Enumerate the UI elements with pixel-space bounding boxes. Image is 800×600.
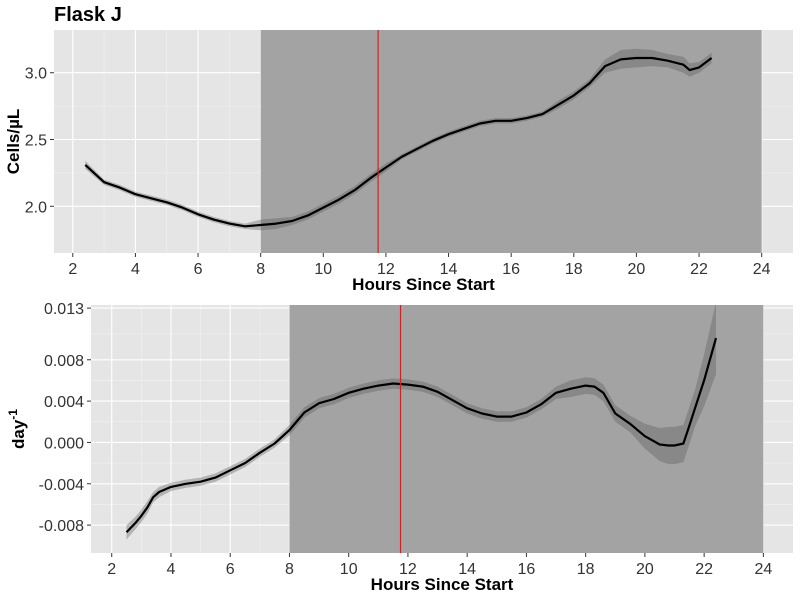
x-tick-label: 6 [226,561,235,578]
growth-rate-panel: 2 4 6 8 10 12 14 16 18 20 22 24-0.008-0.0040.0000.0… [6,301,793,594]
x-tick-label: 14 [440,261,458,278]
y-axis-title-text: day [9,419,28,449]
x-tick-label: 20 [628,261,646,278]
y-tick-label: -0.008 [39,518,84,535]
x-tick-label: 12 [399,561,417,578]
shaded-region [289,305,764,553]
x-tick-label: 2 [68,261,77,278]
y-tick-label: 3.0 [25,66,47,83]
x-tick-label: 20 [636,561,654,578]
series-line [125,337,718,534]
y-tick-label: 0.000 [44,435,84,452]
x-tick-label: 14 [458,561,476,578]
x-tick-label: 2 [107,561,116,578]
x-axis-title: Hours Since Start [352,275,495,294]
y-axis-title-text: Cells/µL [4,109,23,175]
y-tick-label: 0.013 [44,301,84,318]
x-tick-label: 6 [194,261,203,278]
y-axis-title: day-1 [6,409,28,449]
x-tick-label: 18 [565,261,583,278]
x-tick-label: 22 [690,261,708,278]
y-axis-title: Cells/µL [4,109,23,175]
x-tick-label: 4 [167,561,176,578]
x-tick-label: 18 [577,561,595,578]
x-tick-label: 24 [753,261,771,278]
y-axis-title-superscript: -1 [6,409,20,420]
series-line [84,56,713,228]
y-tick-label: -0.004 [39,477,84,494]
x-tick-label: 10 [314,261,332,278]
y-tick-label: 2.5 [25,132,47,149]
x-axis-title: Hours Since Start [371,575,514,594]
shaded-region [260,30,762,253]
x-tick-label: 8 [285,561,294,578]
x-tick-label: 8 [256,261,265,278]
series-layer [84,48,713,231]
y-tick-label: 2.0 [25,199,47,216]
x-tick-label: 22 [695,561,713,578]
x-tick-label: 24 [754,561,772,578]
series-layer [125,305,718,540]
x-tick-label: 12 [377,261,395,278]
x-tick-label: 4 [131,261,140,278]
x-tick-label: 16 [518,561,536,578]
x-tick-label: 16 [502,261,520,278]
y-tick-label: 0.004 [44,394,84,411]
chart-title: Flask J [54,4,122,26]
x-tick-label: 10 [340,561,358,578]
y-tick-label: 0.008 [44,353,84,370]
